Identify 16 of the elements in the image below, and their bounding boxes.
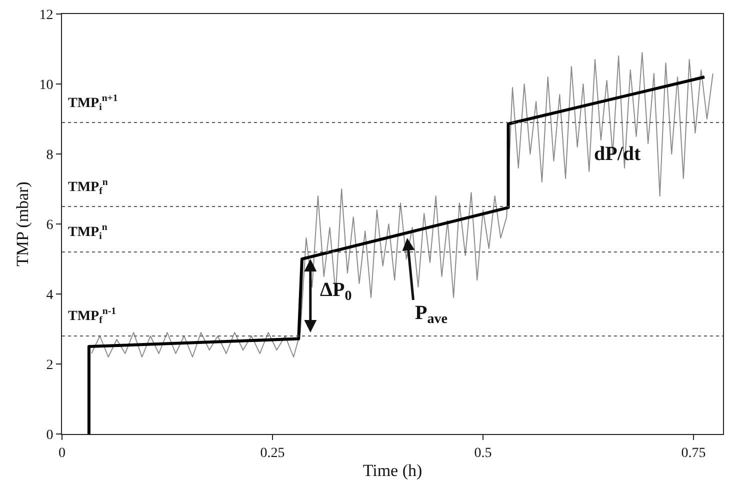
annotation: dP/dt <box>594 143 642 165</box>
y-axis-title: TMP (mbar) <box>12 182 32 266</box>
y-tick-label: 12 <box>39 8 54 23</box>
y-tick-label: 10 <box>39 78 54 93</box>
annotation: P$_{ave}$ <box>415 302 448 328</box>
y-tick-label: 6 <box>46 218 54 233</box>
y-tick-label: 8 <box>46 148 54 163</box>
annotation: ΔP$_{0}$ <box>320 279 352 304</box>
y-tick-label: 0 <box>46 428 54 443</box>
y-tick-label: 2 <box>46 358 54 373</box>
x-tick-label: 0.25 <box>260 446 285 461</box>
y-tick-label: 4 <box>46 288 54 303</box>
x-tick-label: 0.5 <box>474 446 492 461</box>
x-axis-title: Time (h) <box>362 461 422 480</box>
x-tick-label: 0 <box>58 446 66 461</box>
x-tick-label: 0.75 <box>681 446 706 461</box>
